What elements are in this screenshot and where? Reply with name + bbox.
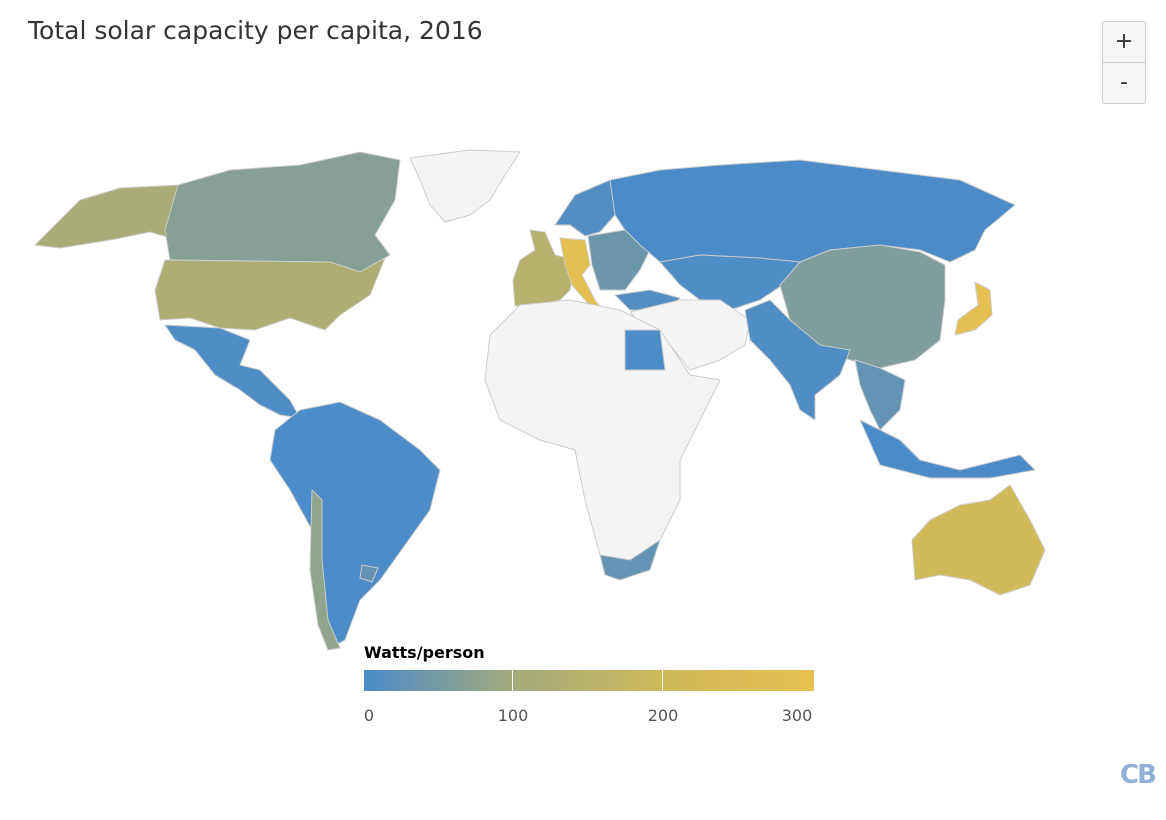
legend-label-200: 200: [647, 706, 679, 725]
zoom-in-button[interactable]: +: [1114, 29, 1134, 54]
map-title: Total solar capacity per capita, 2016: [28, 16, 483, 45]
region-russia[interactable]: [609, 159, 1016, 263]
region-egypt[interactable]: [624, 329, 666, 371]
region-uruguay[interactable]: [359, 564, 379, 583]
region-canada[interactable]: [164, 151, 401, 273]
region-australia[interactable]: [911, 484, 1046, 596]
legend-tick-200: [662, 670, 663, 691]
region-south-africa[interactable]: [599, 539, 661, 581]
region-south-america[interactable]: [269, 401, 441, 649]
region-southeast-asia[interactable]: [854, 359, 906, 431]
legend-label-300: 300: [781, 706, 813, 725]
legend-color-bar: [364, 670, 814, 691]
carbon-brief-logo: CB: [1120, 760, 1157, 790]
region-japan[interactable]: [954, 281, 993, 336]
legend-title: Watts/person: [364, 643, 485, 662]
region-central-asia[interactable]: [659, 254, 801, 311]
region-alaska[interactable]: [34, 184, 181, 249]
legend-label-100: 100: [497, 706, 529, 725]
region-mexico-central-america[interactable]: [164, 324, 301, 419]
region-usa[interactable]: [154, 257, 386, 331]
region-india-pakistan[interactable]: [744, 299, 851, 421]
zoom-controls: + -: [1102, 21, 1146, 104]
zoom-out-button[interactable]: -: [1103, 62, 1145, 103]
region-chile[interactable]: [309, 489, 341, 651]
legend-label-0: 0: [363, 706, 375, 725]
region-indonesia[interactable]: [859, 419, 1036, 479]
legend-tick-100: [512, 670, 513, 691]
region-greenland[interactable]: [409, 149, 521, 223]
